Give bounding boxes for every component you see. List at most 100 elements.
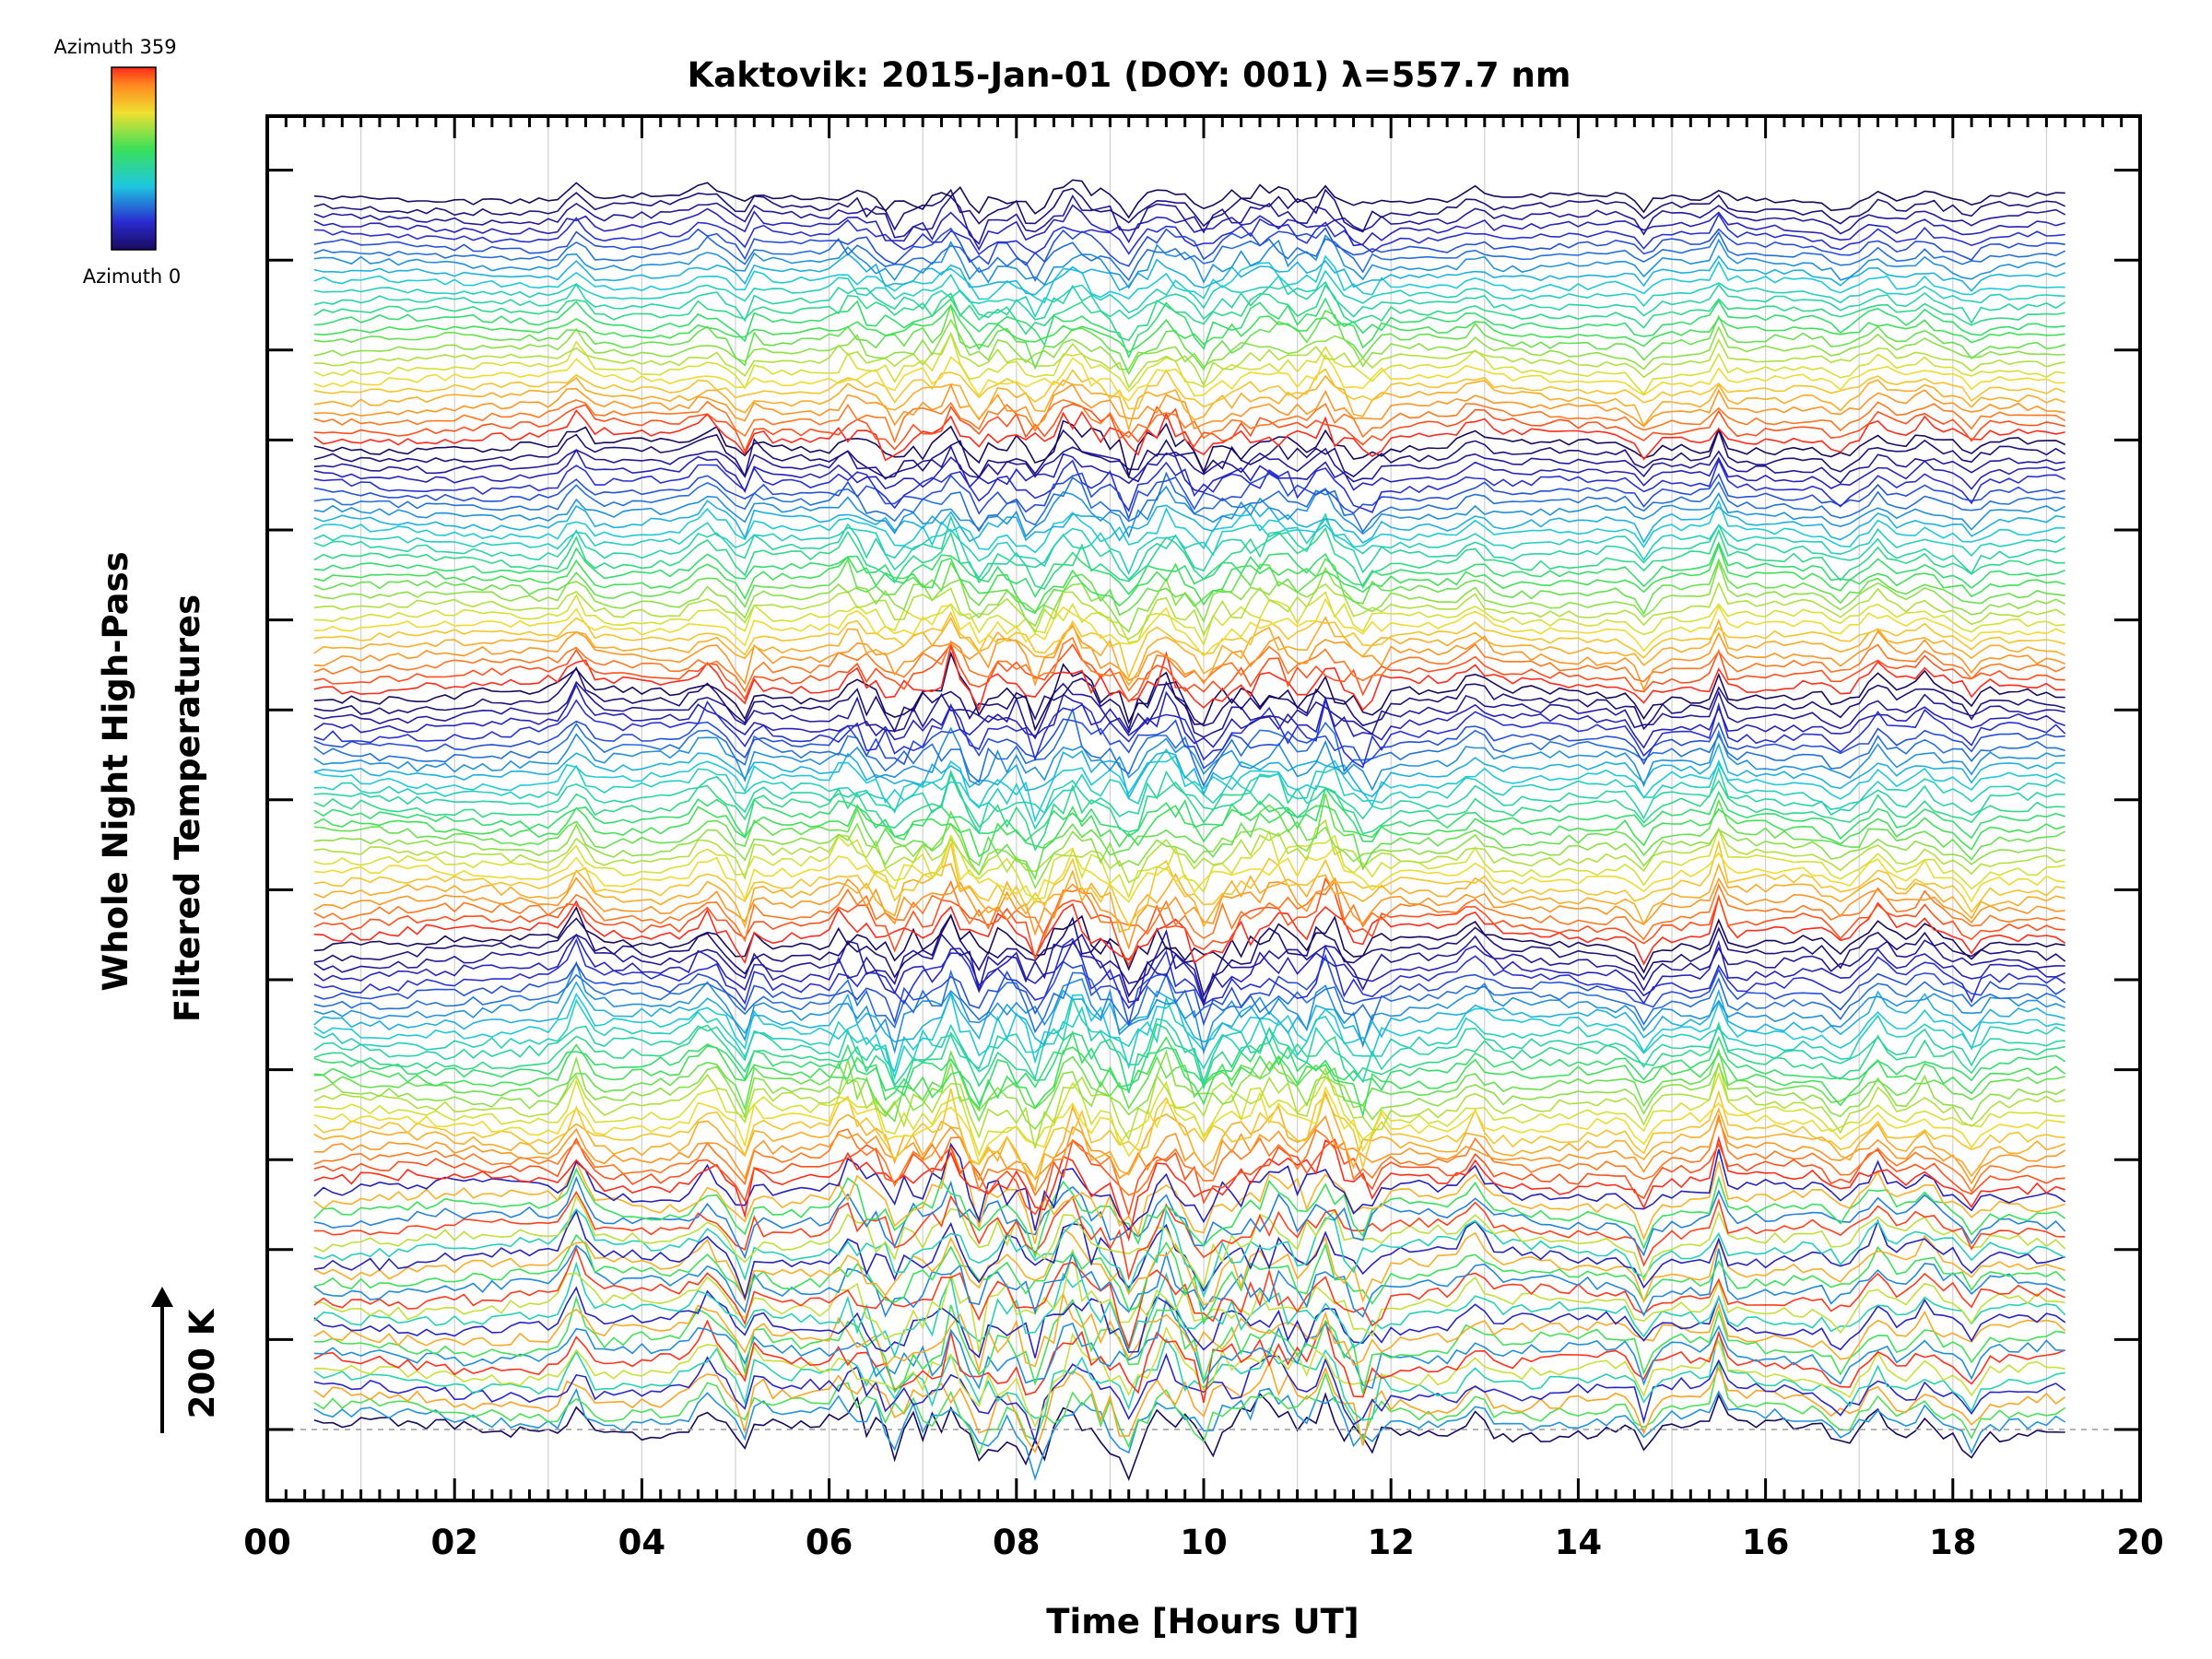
series-line (313, 1112, 2065, 1197)
series-line (313, 194, 2066, 245)
series-line (313, 771, 2065, 852)
x-tick-label: 20 (2116, 1523, 2164, 1562)
series-line (313, 928, 2065, 1005)
series-line (313, 1114, 2066, 1185)
series-line (313, 234, 2066, 289)
y-axis-label-line1: Whole Night High-Pass (96, 551, 135, 991)
series-line (313, 1361, 2066, 1456)
series-line (313, 187, 2066, 233)
series-line (313, 471, 2065, 534)
series-line (313, 458, 2066, 513)
series-line (313, 1325, 2065, 1429)
series-line (313, 1291, 2066, 1374)
colorbar-top-label: Azimuth 359 (53, 36, 176, 58)
scale-arrow: 200 K (151, 1287, 222, 1433)
series-line (313, 499, 2065, 554)
series-line (313, 1261, 2066, 1359)
series-line (313, 822, 2065, 889)
series-line (313, 1246, 2066, 1349)
series-line (313, 581, 2066, 641)
series-line (313, 409, 2065, 462)
series-line (313, 1319, 2065, 1404)
series-line (313, 500, 2065, 545)
colorbar (111, 66, 157, 251)
x-tick-label: 08 (993, 1523, 1041, 1562)
series-line (313, 906, 2065, 974)
series-line (313, 1030, 2066, 1106)
series-line (313, 179, 2065, 219)
series-line (313, 1063, 2065, 1149)
series-line (313, 995, 2065, 1088)
series-line (313, 398, 2066, 444)
series-line (313, 981, 2065, 1047)
series-line (313, 937, 2066, 1009)
series-line (313, 597, 2066, 658)
series-line (313, 254, 2065, 304)
series-line (313, 1297, 2065, 1390)
scale-arrow-head (151, 1287, 173, 1307)
x-tick-label: 16 (1742, 1523, 1790, 1562)
series-line (313, 995, 2066, 1080)
series-line (313, 742, 2065, 800)
series-line (313, 697, 2066, 769)
series-line (313, 543, 2065, 615)
series-line (313, 680, 2065, 740)
x-axis-label: Time [Hours UT] (1046, 1602, 1359, 1641)
series-line (313, 1090, 2065, 1193)
series-line (313, 826, 2065, 900)
series-line (313, 877, 2065, 968)
series-line (313, 1233, 2066, 1326)
series-line (313, 332, 2065, 395)
series-line (313, 353, 2065, 402)
x-tick-labels: 00 02 04 06 08 10 12 14 16 18 20 (243, 1523, 2164, 1562)
series-line (313, 1360, 2066, 1454)
series-line (313, 960, 2066, 1055)
series-line (313, 472, 2065, 521)
series-line (313, 1175, 2066, 1260)
x-tick-label: 14 (1555, 1523, 1603, 1562)
series-line (313, 804, 2065, 858)
x-tick-label: 02 (430, 1523, 478, 1562)
series-line (313, 933, 2066, 1008)
series-line (313, 318, 2065, 371)
series-line (313, 558, 2065, 617)
series-lines (313, 179, 2066, 1481)
series-line (313, 1387, 2066, 1481)
series-line (313, 419, 2066, 479)
series-line (313, 969, 2066, 1034)
series-line (313, 718, 2065, 770)
series-line (313, 991, 2065, 1073)
y-axis-label-line2: Filtered Temperatures (168, 594, 207, 1022)
scale-label: 200 K (182, 1308, 222, 1418)
x-tick-label: 06 (806, 1523, 853, 1562)
series-line (313, 611, 2065, 680)
series-line (313, 1194, 2066, 1289)
series-line (313, 1191, 2065, 1281)
series-line (313, 840, 2065, 927)
series-line (313, 485, 2066, 539)
x-tick-label: 18 (1929, 1523, 1977, 1562)
x-tick-label: 00 (243, 1523, 291, 1562)
series-line (313, 1207, 2066, 1298)
series-line (313, 683, 2065, 749)
series-line (313, 269, 2065, 319)
series-line (313, 517, 2066, 576)
series-line (313, 953, 2066, 1028)
series-line (313, 878, 2065, 943)
plot-area (265, 114, 2142, 1502)
series-line (313, 818, 2065, 884)
series-line (313, 283, 2065, 342)
series-line (313, 297, 2065, 359)
series-line (313, 374, 2065, 432)
series-line (313, 1244, 2065, 1318)
series-line (313, 403, 2065, 453)
series-line (313, 645, 2065, 712)
colorbar-bottom-label: Azimuth 0 (83, 265, 182, 288)
series-line (313, 204, 2065, 252)
series-line (313, 786, 2065, 842)
series-line (313, 1142, 2066, 1231)
series-line (313, 526, 2065, 590)
series-line (313, 1352, 2066, 1445)
series-line (313, 1136, 2065, 1218)
